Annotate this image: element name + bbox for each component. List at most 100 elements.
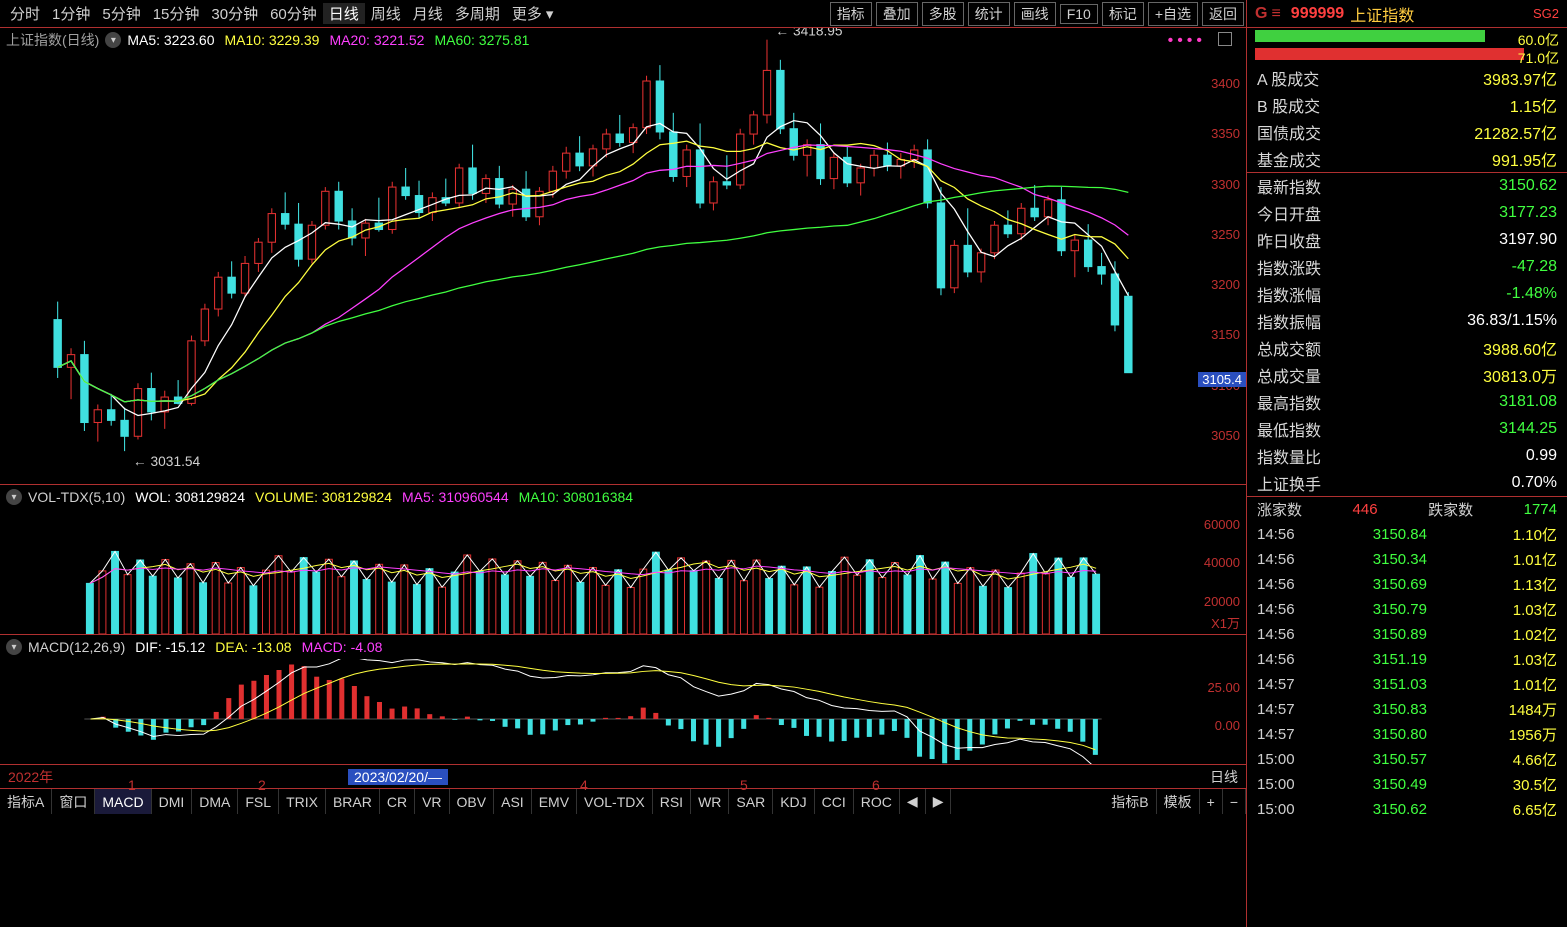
timeframe-60分钟[interactable]: 60分钟: [264, 3, 323, 24]
price-current-label: 3105.4: [1198, 372, 1246, 387]
tick-price: 3150.49: [1317, 776, 1427, 793]
vol-label: MA5: 310960544: [402, 489, 509, 505]
chevron-down-icon[interactable]: ▾: [6, 489, 22, 505]
macd-chart-svg[interactable]: [0, 659, 1186, 764]
indicator-DMA[interactable]: DMA: [192, 789, 238, 814]
stat-row: 最高指数3181.08: [1247, 388, 1567, 415]
zoom-btn[interactable]: −: [1223, 789, 1246, 814]
price-ytick: 3300: [1211, 177, 1240, 192]
timeframe-15分钟[interactable]: 15分钟: [147, 3, 206, 24]
tick-vol: 1484万: [1427, 699, 1557, 720]
zoom-btn[interactable]: +: [1200, 789, 1223, 814]
macd-panel: ▾ MACD(12,26,9)DIF: -15.12DEA: -13.08MAC…: [0, 634, 1246, 764]
dn-count-label: 跌家数: [1428, 499, 1473, 520]
stat-value: 3144.25: [1499, 420, 1557, 438]
indicator-RSI[interactable]: RSI: [653, 789, 691, 814]
toolbar-btn-画线[interactable]: 画线: [1014, 2, 1056, 26]
timeframe-多周期[interactable]: 多周期: [449, 3, 506, 24]
timeline-year: 2022年: [0, 767, 61, 787]
price-ytick: 3400: [1211, 76, 1240, 91]
indicator-SAR[interactable]: SAR: [729, 789, 773, 814]
indicator-ROC[interactable]: ROC: [854, 789, 900, 814]
tick-vol: 1.03亿: [1427, 599, 1557, 620]
timeframe-1分钟[interactable]: 1分钟: [46, 3, 96, 24]
price-chart-svg[interactable]: ← 3418.95← 3031.54: [0, 28, 1186, 484]
timeline[interactable]: 2022年 12456 2023/02/20/— 日线: [0, 764, 1246, 788]
tick-time: 14:56: [1257, 576, 1317, 593]
toolbar-btn-+自选[interactable]: +自选: [1148, 2, 1198, 26]
tick-price: 3151.19: [1317, 651, 1427, 668]
toolbar-btn-叠加[interactable]: 叠加: [876, 2, 918, 26]
indicator-ASI[interactable]: ASI: [494, 789, 532, 814]
stat-row: A 股成交3983.97亿: [1247, 64, 1567, 91]
indicator-CCI[interactable]: CCI: [815, 789, 854, 814]
up-count-label: 涨家数: [1257, 499, 1302, 520]
timeframe-分时[interactable]: 分时: [4, 3, 46, 24]
toolbar-btn-F10[interactable]: F10: [1060, 4, 1098, 24]
timeline-seg: 4: [580, 777, 588, 793]
volume-chart-svg[interactable]: [0, 509, 1186, 634]
dn-count: 1774: [1524, 501, 1557, 518]
tick-vol: 4.66亿: [1427, 749, 1557, 770]
stat-value: 3177.23: [1499, 204, 1557, 222]
indicator-BRAR[interactable]: BRAR: [326, 789, 380, 814]
indbar-指标A[interactable]: 指标A: [0, 789, 52, 814]
indbar-窗口[interactable]: 窗口: [52, 789, 95, 814]
indicator-DMI[interactable]: DMI: [152, 789, 193, 814]
stat-label: 最新指数: [1257, 174, 1321, 198]
indicator-VOL-TDX[interactable]: VOL-TDX: [577, 789, 653, 814]
ind-scroll[interactable]: ◀: [900, 789, 926, 814]
timeframe-5分钟[interactable]: 5分钟: [96, 3, 146, 24]
chevron-down-icon[interactable]: ▾: [6, 639, 22, 655]
vol-ytick: 40000: [1204, 555, 1240, 570]
toolbar-btn-多股[interactable]: 多股: [922, 2, 964, 26]
tick-vol: 1.01亿: [1427, 549, 1557, 570]
stat-label: 指数涨跌: [1257, 255, 1321, 279]
sg-label: SG2: [1533, 6, 1559, 21]
tick-time: 14:57: [1257, 676, 1317, 693]
tick-vol: 6.65亿: [1427, 799, 1557, 820]
stat-value: 3983.97亿: [1483, 66, 1557, 90]
indicator-EMV[interactable]: EMV: [532, 789, 577, 814]
stat-label: 总成交额: [1257, 336, 1321, 360]
indicator-TRIX[interactable]: TRIX: [279, 789, 326, 814]
stat-value: 991.95亿: [1492, 147, 1557, 171]
stat-value: 36.83/1.15%: [1467, 312, 1557, 330]
macd-label: MACD(12,26,9): [28, 639, 125, 655]
vol-label: VOL-TDX(5,10): [28, 489, 125, 505]
indbar-模板[interactable]: 模板: [1157, 789, 1200, 814]
tick-time: 15:00: [1257, 801, 1317, 818]
timeframe-30分钟[interactable]: 30分钟: [205, 3, 264, 24]
stat-label: 总成交量: [1257, 363, 1321, 387]
toolbar-btn-标记[interactable]: 标记: [1102, 2, 1144, 26]
indicator-WR[interactable]: WR: [691, 789, 729, 814]
indicator-OBV[interactable]: OBV: [450, 789, 495, 814]
g-label: G: [1255, 5, 1267, 23]
menu-icon[interactable]: ≡: [1271, 5, 1280, 23]
timeframe-日线[interactable]: 日线: [323, 3, 365, 24]
tick-time: 15:00: [1257, 776, 1317, 793]
indicator-CR[interactable]: CR: [380, 789, 415, 814]
indicator-FSL[interactable]: FSL: [238, 789, 279, 814]
timeframe-更多[interactable]: 更多▾: [506, 3, 564, 24]
tick-vol: 1956万: [1427, 724, 1557, 745]
tick-vol: 1.01亿: [1427, 674, 1557, 695]
side-bar-row: 71.0亿: [1247, 46, 1567, 64]
toolbar-btn-统计[interactable]: 统计: [968, 2, 1010, 26]
toolbar-btn-返回[interactable]: 返回: [1202, 2, 1244, 26]
tick-row: 14:563150.791.03亿: [1247, 597, 1567, 622]
timeframe-周线[interactable]: 周线: [365, 3, 407, 24]
tick-row: 14:573150.801956万: [1247, 722, 1567, 747]
stat-row: 国债成交21282.57亿: [1247, 118, 1567, 145]
timeframe-月线[interactable]: 月线: [407, 3, 449, 24]
indbar-指标B[interactable]: 指标B: [1104, 789, 1156, 814]
indicator-MACD[interactable]: MACD: [95, 789, 151, 814]
toolbar-btn-指标[interactable]: 指标: [830, 2, 872, 26]
indicator-VR[interactable]: VR: [415, 789, 449, 814]
stock-code: 999999: [1291, 5, 1344, 23]
volume-title: ▾ VOL-TDX(5,10)WOL: 308129824VOLUME: 308…: [0, 485, 1246, 509]
ind-scroll[interactable]: ▶: [926, 789, 952, 814]
indicator-KDJ[interactable]: KDJ: [773, 789, 814, 814]
tick-time: 14:56: [1257, 551, 1317, 568]
price-chart-panel: 上证指数(日线) ▾ MA5: 3223.60MA10: 3229.39MA20…: [0, 28, 1246, 484]
